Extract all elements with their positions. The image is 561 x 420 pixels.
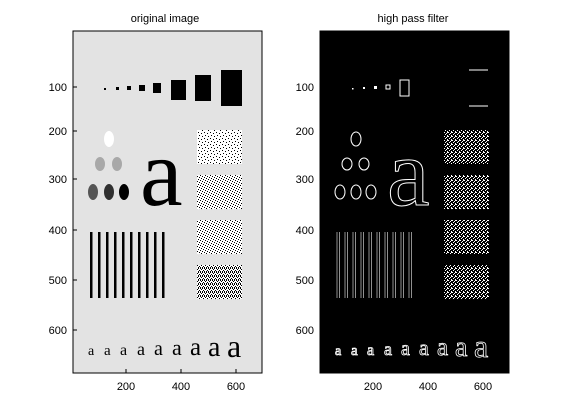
svg-text:a: a xyxy=(172,335,182,360)
x-tick-label: 600 xyxy=(227,381,245,393)
axis-ticks-original xyxy=(73,86,237,373)
small-letter-row-edges: a a a a a a a a a xyxy=(335,328,489,365)
svg-text:a: a xyxy=(227,328,241,364)
svg-text:a: a xyxy=(88,344,95,359)
panel-original: original image a xyxy=(49,13,263,393)
y-tick-label: 200 xyxy=(296,126,314,138)
square-sequence xyxy=(104,70,242,106)
svg-text:a: a xyxy=(437,334,448,361)
ellipse-edges xyxy=(334,131,377,200)
x-tick-label: 600 xyxy=(474,381,492,393)
square-edges xyxy=(352,69,488,107)
y-tick-label: 200 xyxy=(49,126,67,138)
small-letter-row: a a a a a a a a a xyxy=(88,328,241,364)
svg-text:a: a xyxy=(455,332,468,363)
svg-text:a: a xyxy=(104,343,111,359)
noise-square-group xyxy=(197,130,242,299)
svg-text:a: a xyxy=(401,338,410,360)
vertical-bar-edges xyxy=(336,232,412,298)
svg-text:a: a xyxy=(208,332,221,363)
ellipse-group xyxy=(88,131,129,200)
y-tick-label: 600 xyxy=(49,325,67,337)
y-tick-label: 500 xyxy=(49,275,67,287)
large-letter-a: a xyxy=(140,119,183,226)
y-tick-label: 100 xyxy=(49,82,67,94)
panel-title-original: original image xyxy=(131,13,199,25)
svg-text:a: a xyxy=(137,339,145,359)
x-tick-labels-original: 200 400 600 xyxy=(117,381,245,393)
y-tick-label: 300 xyxy=(49,174,67,186)
y-tick-labels-filtered: 100 200 300 400 500 600 xyxy=(296,82,314,337)
svg-text:a: a xyxy=(384,339,392,359)
svg-text:a: a xyxy=(154,338,163,360)
y-tick-label: 400 xyxy=(296,225,314,237)
y-tick-label: 600 xyxy=(296,325,314,337)
y-tick-labels-original: 100 200 300 400 500 600 xyxy=(49,82,67,337)
x-tick-labels-filtered: 200 400 600 xyxy=(364,381,492,393)
panel-filtered: high pass filter a xyxy=(296,13,510,393)
y-tick-label: 100 xyxy=(296,82,314,94)
svg-text:a: a xyxy=(474,328,488,364)
large-letter-a-edges: a xyxy=(387,119,430,226)
svg-text:a: a xyxy=(367,342,374,359)
y-tick-label: 500 xyxy=(296,275,314,287)
x-tick-label: 200 xyxy=(117,381,135,393)
svg-text:a: a xyxy=(120,342,127,359)
svg-text:a: a xyxy=(190,334,201,361)
x-tick-label: 400 xyxy=(172,381,190,393)
panel-title-filtered: high pass filter xyxy=(378,13,449,25)
noise-square-edges xyxy=(444,130,489,299)
vertical-bar-group xyxy=(90,232,165,298)
axis-ticks-filtered xyxy=(372,369,484,373)
y-tick-label: 400 xyxy=(49,225,67,237)
y-tick-label: 300 xyxy=(296,174,314,186)
svg-text:a: a xyxy=(351,343,358,359)
svg-text:a: a xyxy=(335,344,342,359)
svg-text:a: a xyxy=(419,335,429,360)
x-tick-label: 400 xyxy=(419,381,437,393)
x-tick-label: 200 xyxy=(364,381,382,393)
